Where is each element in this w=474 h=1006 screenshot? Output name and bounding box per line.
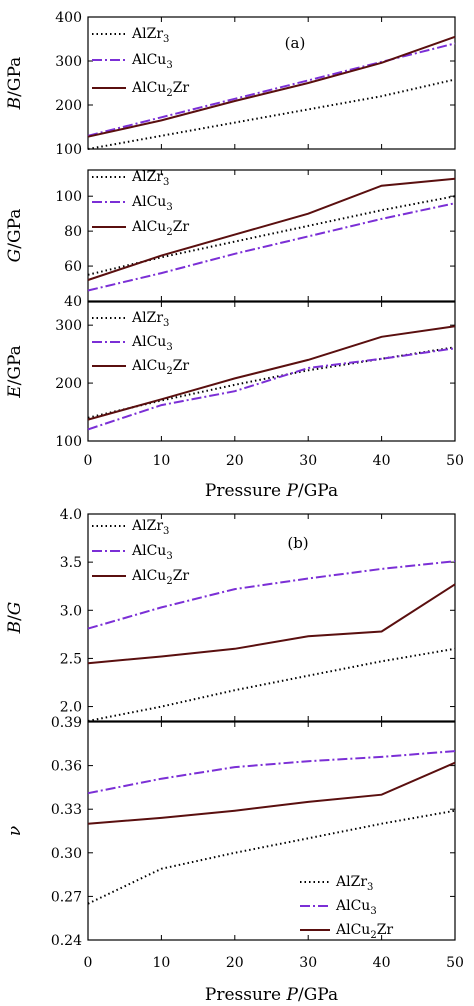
legend-label: AlCu2Zr [131,219,189,238]
y-axis-label: B/GPa [5,57,25,111]
x-tick-label: 50 [446,453,464,469]
series-line-alzr3 [87,647,456,722]
y-tick-label: 100 [55,142,82,158]
legend-label: AlZr3 [131,26,169,45]
legend-label: AlZr3 [131,518,169,537]
series-line-alzr3 [87,78,456,150]
legend-label: AlCu3 [131,543,173,562]
y-tick-label: 0.39 [51,715,82,731]
x-tick-label: 30 [299,955,317,971]
x-tick-label: 20 [226,453,244,469]
legend-label: AlCu3 [131,334,173,353]
y-tick-label: 4.0 [60,507,82,523]
y-tick-label: 3.5 [60,555,82,571]
plot-frame [87,169,456,302]
series-line-alcu3 [87,750,456,795]
y-tick-label: 3.0 [60,603,82,619]
y-axis-label: B/G [5,602,25,635]
y-tick-label: 200 [55,98,82,114]
panel-tag: (b) [287,534,308,552]
series-line-alcu3 [87,202,456,292]
y-tick-label: 2.5 [60,651,82,667]
y-tick-label: 100 [55,189,82,205]
x-tick-label: 30 [299,453,317,469]
y-tick-label: 100 [55,434,82,450]
legend-label: AlZr3 [131,169,169,188]
y-tick-label: 0.24 [51,933,82,949]
x-tick-label: 0 [84,453,93,469]
plot-frame [87,721,456,941]
legend-label: AlCu3 [335,898,377,917]
y-tick-label: 2.0 [60,700,82,716]
y-tick-label: 200 [55,376,82,392]
series-line-alcu3 [87,560,456,630]
x-axis-label: Pressure P/GPa [205,481,338,501]
legend-label: AlCu2Zr [131,568,189,587]
y-tick-label: 0.30 [51,846,82,862]
series-line-alcu2zr [87,35,456,138]
series-line-alzr3 [87,809,456,905]
y-tick-label: 0.33 [51,802,82,818]
plot-frame [87,16,456,150]
plot-frame [87,301,456,442]
y-tick-label: 80 [64,224,82,240]
panel-5: 0.24 0.27 0.30 0.33 0.36 0.39 0 10 20 30 40 50 ν Pres… [5,715,464,1005]
legend-label: AlCu2Zr [335,922,393,941]
y-axis-label: E/GPa [5,345,25,399]
y-tick-label: 0.36 [51,759,82,775]
y-tick-label: 0.27 [51,889,82,905]
series-line-alcu2zr [87,177,456,281]
series-line-alcu2zr [87,583,456,665]
legend-label: AlCu3 [131,52,173,71]
legend-label: AlZr3 [131,310,169,329]
legend-label: AlCu2Zr [131,358,189,377]
x-tick-label: 50 [446,955,464,971]
x-tick-label: 20 [226,955,244,971]
panel-tag: (a) [285,34,306,52]
y-tick-label: 60 [64,259,82,275]
legend-label: AlCu2Zr [131,80,189,99]
series-line-alcu2zr [87,761,456,825]
x-tick-label: 10 [152,453,170,469]
y-tick-label: 300 [55,318,82,334]
legend-label: AlCu3 [131,194,173,213]
panel-3: 100 200 300 0 10 20 30 40 50 E/GPa Pressure P/GPa A… [5,301,464,501]
series-line-alcu3 [87,347,456,431]
panel-4: 2.0 2.5 3.0 3.5 4.0 B/G (b) AlZr3 AlCu3 AlCu2Zr [5,507,456,722]
plot-frame [87,513,456,722]
y-tick-label: 300 [55,54,82,70]
y-tick-label: 40 [64,294,82,310]
y-tick-label: 400 [55,10,82,26]
x-axis-label: Pressure P/GPa [205,985,338,1005]
series-line-alcu2zr [87,325,456,421]
x-tick-label: 40 [373,453,391,469]
y-axis-label: G/GPa [5,209,25,263]
panel-1: 100 200 300 400 B/GPa (a) AlZr3 AlCu3 AlCu2Zr [5,10,456,158]
x-tick-label: 0 [84,955,93,971]
x-tick-label: 10 [152,955,170,971]
panel-2: 40 60 80 100 G/GPa AlZr3 AlCu3 AlCu2Zr [5,169,456,310]
legend-label: AlZr3 [335,874,373,893]
x-tick-label: 40 [373,955,391,971]
y-axis-label: ν [5,826,25,836]
